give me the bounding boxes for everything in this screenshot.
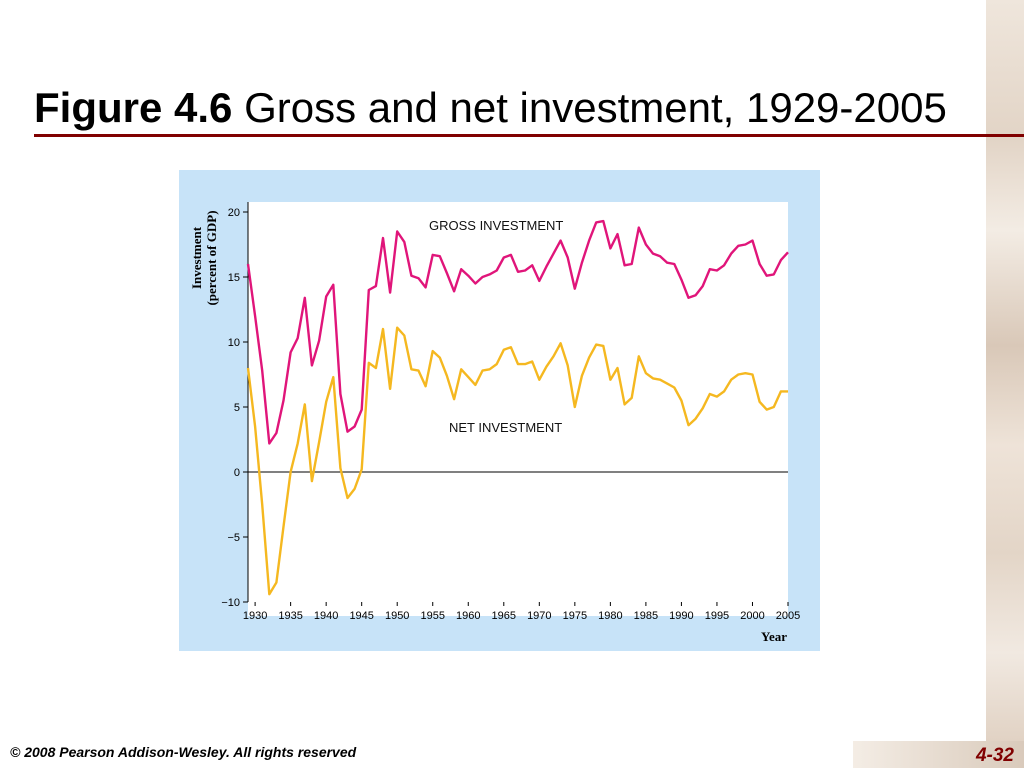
y-axis-label-line1: Investment: [189, 226, 204, 289]
x-axis-label: Year: [761, 629, 787, 644]
x-tick-label: 1935: [278, 610, 302, 622]
x-tick-label: 1950: [385, 610, 409, 622]
x-tick-label: 1985: [634, 610, 658, 622]
y-axis-label-line2: (percent of GDP): [204, 210, 219, 305]
title-figure-number: Figure 4.6: [34, 84, 233, 131]
y-tick-label: −10: [221, 597, 240, 609]
x-tick-label: 1990: [669, 610, 693, 622]
page-number: 4-32: [975, 745, 1014, 766]
x-tick-label: 1940: [314, 610, 338, 622]
copyright-footer: © 2008 Pearson Addison-Wesley. All right…: [10, 744, 357, 760]
title-rule: [34, 134, 1024, 137]
x-tick-label: 1965: [492, 610, 516, 622]
net-investment-line: [246, 326, 788, 596]
y-axis-label: Investment (percent of GDP): [189, 210, 219, 305]
marble-border: [986, 0, 1024, 768]
y-tick-label: −5: [227, 532, 240, 544]
plot-area: [248, 202, 788, 616]
series-label-gross: GROSS INVESTMENT: [429, 218, 563, 233]
gross-investment-line: [246, 219, 789, 445]
y-tick-labels: 20 15 10 5 0 −5 −10: [221, 207, 248, 609]
series-label-net: NET INVESTMENT: [449, 420, 562, 435]
x-tick-label: 1960: [456, 610, 480, 622]
x-tick-label: 1975: [563, 610, 587, 622]
y-tick-label: 10: [228, 337, 240, 349]
x-tick-label: 1945: [349, 610, 373, 622]
y-tick-label: 15: [228, 272, 240, 284]
x-tick-labels: 1930 1935 1940 1945 1950 1955 1960 1965 1970 1975…: [243, 602, 800, 622]
series-lines: [246, 219, 789, 596]
y-tick-label: 20: [228, 207, 240, 219]
page-number-box: 4-32: [853, 741, 1024, 768]
x-tick-label: 1995: [705, 610, 729, 622]
x-tick-label: 1955: [420, 610, 444, 622]
x-tick-label: 1980: [598, 610, 622, 622]
slide-title: Figure 4.6 Gross and net investment, 192…: [34, 84, 947, 132]
x-tick-label: 2000: [740, 610, 764, 622]
x-tick-label: 2005: [776, 610, 800, 622]
x-tick-label: 1970: [527, 610, 551, 622]
y-tick-label: 5: [234, 402, 240, 414]
y-tick-label: 0: [234, 467, 240, 479]
x-tick-label: 1930: [243, 610, 267, 622]
title-text: Gross and net investment, 1929-2005: [244, 84, 947, 131]
